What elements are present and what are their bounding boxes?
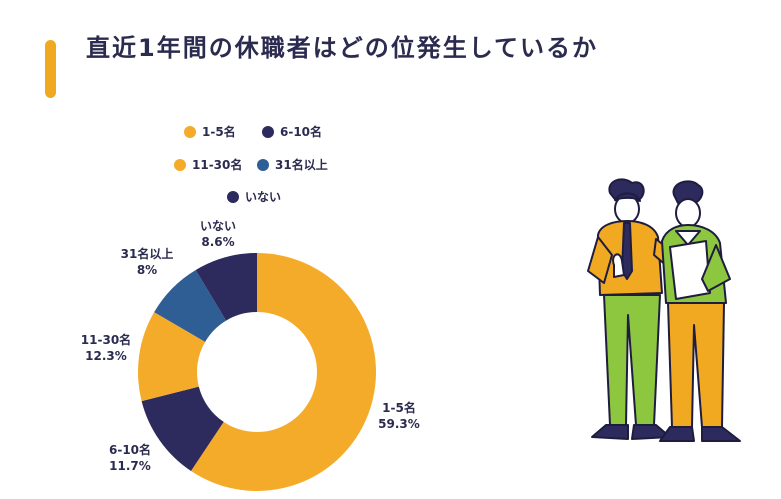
slice-label-name: 31名以上	[121, 246, 174, 261]
person-right	[659, 180, 741, 442]
page-title: 直近1年間の休職者はどの位発生しているか	[86, 34, 598, 62]
donut-slice	[138, 312, 206, 402]
legend-label: 31名以上	[275, 157, 328, 172]
slice-label-value: 8%	[137, 263, 157, 277]
slice-labels: 1-5名 59.3% 6-10名 11.7% 11-30名 12.3% 31名以上 8% いない…	[81, 219, 420, 473]
donut-slice	[154, 269, 227, 342]
slice-label-name: 11-30名	[81, 332, 131, 347]
slice-label-value: 11.7%	[109, 459, 151, 473]
legend-swatch	[227, 191, 239, 203]
legend-swatch	[184, 126, 196, 138]
legend-label: 1-5名	[202, 124, 236, 139]
legend-swatch	[174, 159, 186, 171]
donut-slices	[138, 253, 376, 491]
slice-label-name: 6-10名	[109, 442, 151, 457]
title-accent-bar	[45, 40, 56, 98]
donut-slice	[141, 386, 224, 472]
legend-swatch	[262, 126, 274, 138]
legend-label: いない	[245, 190, 281, 204]
legend-swatch	[257, 159, 269, 171]
slice-label-name: いない	[200, 219, 236, 233]
two-people-illustration	[587, 178, 741, 442]
legend-label: 6-10名	[280, 124, 322, 139]
slice-label-value: 12.3%	[85, 349, 127, 363]
person-left	[587, 178, 677, 440]
slice-label-value: 8.6%	[201, 235, 234, 249]
legend-label: 11-30名	[192, 157, 242, 172]
slice-label-name: 1-5名	[382, 400, 416, 415]
donut-slice	[190, 253, 376, 491]
donut-slice	[195, 253, 257, 321]
slice-label-value: 59.3%	[378, 417, 420, 431]
